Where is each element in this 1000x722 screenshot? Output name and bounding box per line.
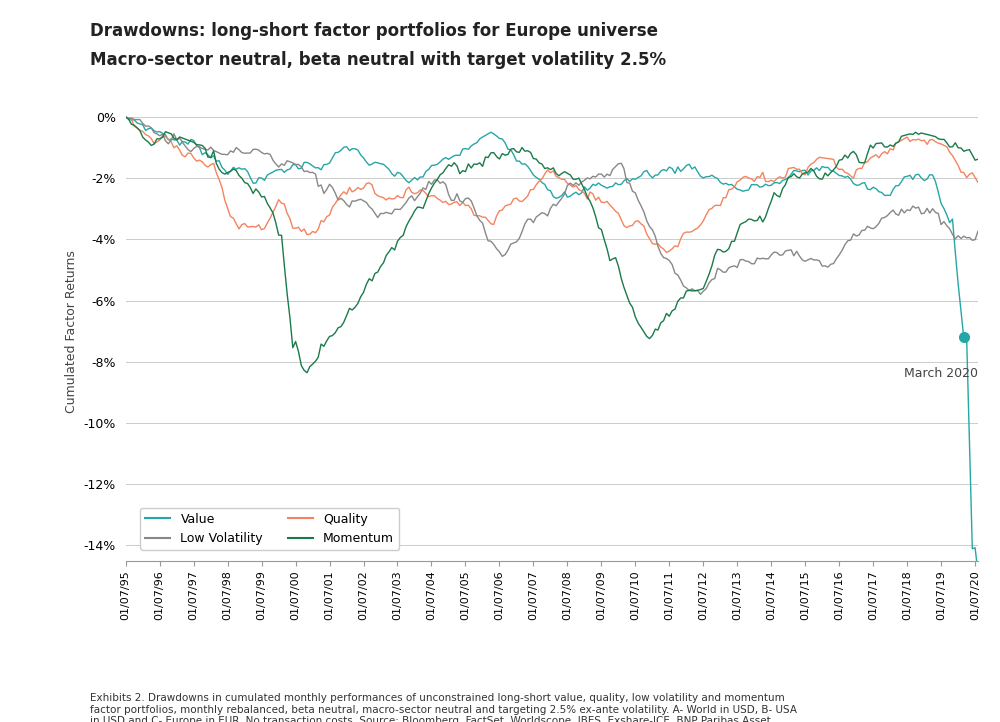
Text: March 2020: March 2020	[904, 367, 978, 380]
Line: Low Volatility: Low Volatility	[126, 117, 978, 295]
Line: Value: Value	[126, 117, 978, 573]
Text: Macro-sector neutral, beta neutral with target volatility 2.5%: Macro-sector neutral, beta neutral with …	[90, 51, 666, 69]
Line: Momentum: Momentum	[126, 117, 978, 373]
Legend: Value, Low Volatility, Quality, Momentum: Value, Low Volatility, Quality, Momentum	[140, 508, 399, 550]
Y-axis label: Cumulated Factor Returns: Cumulated Factor Returns	[65, 250, 78, 413]
Text: Drawdowns: long-short factor portfolios for Europe universe: Drawdowns: long-short factor portfolios …	[90, 22, 658, 40]
Text: Exhibits 2. Drawdowns in cumulated monthly performances of unconstrained long-sh: Exhibits 2. Drawdowns in cumulated month…	[90, 693, 797, 722]
Line: Quality: Quality	[126, 117, 978, 253]
